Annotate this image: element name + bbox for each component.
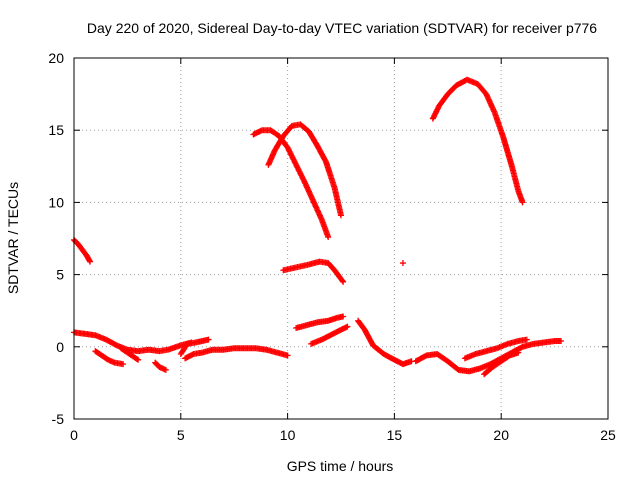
data-point xyxy=(135,356,142,363)
data-point xyxy=(286,148,293,155)
data-point xyxy=(205,336,212,343)
data-point xyxy=(295,165,302,172)
data-point xyxy=(287,151,294,158)
data-point xyxy=(519,199,526,206)
data-point xyxy=(133,355,140,362)
y-tick-label: 5 xyxy=(56,267,64,283)
data-points xyxy=(71,76,565,378)
data-point xyxy=(340,313,347,320)
data-point xyxy=(294,164,301,171)
y-tick-label: 20 xyxy=(48,50,64,66)
data-point xyxy=(120,361,127,368)
data-point xyxy=(325,234,332,241)
x-tick-label: 15 xyxy=(387,427,403,443)
data-point xyxy=(340,278,347,285)
data-point xyxy=(558,338,565,345)
data-point xyxy=(293,163,300,170)
data-point xyxy=(399,260,406,267)
data-point xyxy=(297,171,304,178)
data-point xyxy=(291,159,298,166)
data-point xyxy=(301,177,308,184)
data-point xyxy=(344,323,351,330)
data-point xyxy=(291,157,298,164)
chart-title: Day 220 of 2020, Sidereal Day-to-day VTE… xyxy=(87,20,597,36)
x-tick-label: 25 xyxy=(600,427,616,443)
x-tick-label: 5 xyxy=(177,427,185,443)
data-point xyxy=(284,144,291,151)
data-point xyxy=(339,277,346,284)
y-tick-label: 15 xyxy=(48,122,64,138)
data-point xyxy=(292,160,299,167)
data-point xyxy=(287,149,294,156)
data-point xyxy=(293,161,300,168)
x-tick-label: 10 xyxy=(280,427,296,443)
data-point xyxy=(290,156,297,163)
data-point xyxy=(338,212,344,219)
data-point xyxy=(299,173,306,180)
data-point xyxy=(295,167,302,174)
y-axis-label: SDTVAR / TECUs xyxy=(5,182,21,294)
y-tick-label: -5 xyxy=(52,411,65,427)
data-point xyxy=(523,336,530,343)
x-tick-label: 0 xyxy=(70,427,78,443)
data-point xyxy=(285,147,292,154)
data-point xyxy=(285,145,292,152)
data-point xyxy=(284,352,291,359)
data-point xyxy=(289,153,296,160)
data-point xyxy=(288,152,295,159)
data-point xyxy=(289,155,296,162)
data-point xyxy=(300,176,307,183)
y-tick-label: 0 xyxy=(56,339,64,355)
data-point xyxy=(298,172,305,179)
data-point xyxy=(296,168,303,175)
x-tick-label: 20 xyxy=(493,427,509,443)
data-point xyxy=(87,258,94,265)
data-point xyxy=(515,349,522,356)
y-tick-label: 10 xyxy=(48,194,64,210)
data-point xyxy=(299,175,306,182)
data-point xyxy=(297,169,304,176)
plot-frame xyxy=(73,57,609,420)
axis-ticks: 0 5 10 15 20 25 -5 0 5 10 15 20 xyxy=(48,50,616,443)
data-point xyxy=(162,366,169,373)
x-axis-label: GPS time / hours xyxy=(287,458,394,474)
